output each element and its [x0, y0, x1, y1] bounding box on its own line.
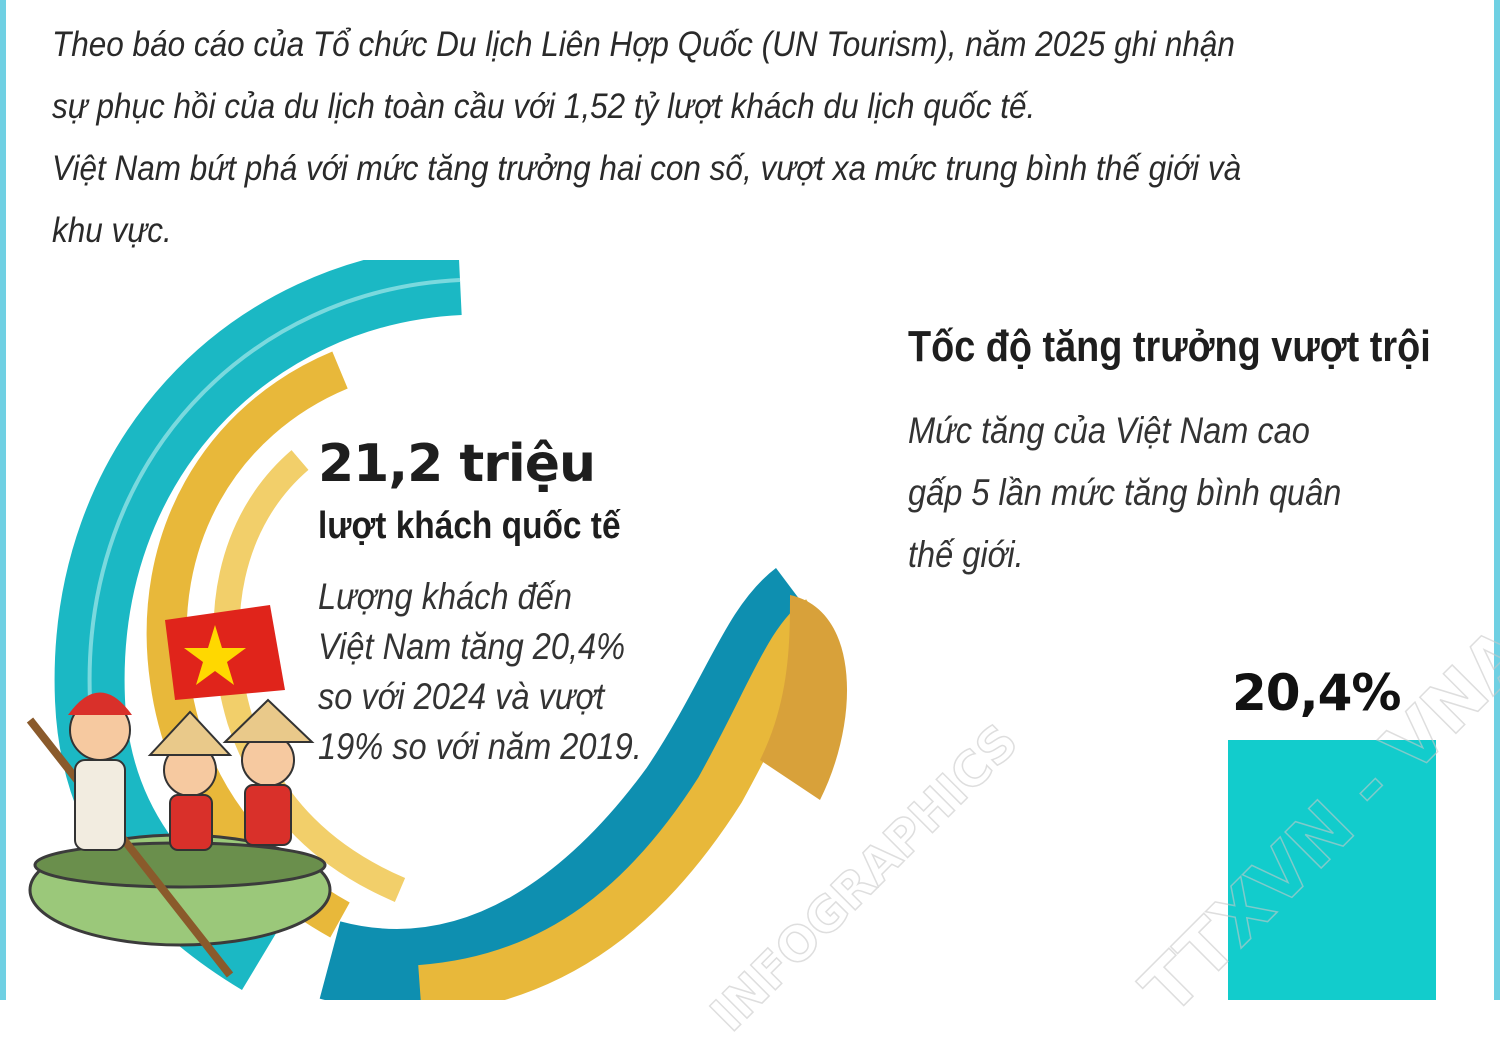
- left-border: [0, 0, 6, 1000]
- intro-line: khu vực.: [52, 211, 172, 250]
- star-icon: [184, 625, 246, 685]
- desc-line: Lượng khách đến: [318, 576, 572, 617]
- desc-line: Việt Nam tăng 20,4%: [318, 626, 626, 667]
- growth-title: Tốc độ tăng trưởng vượt trội: [908, 322, 1431, 371]
- intro-text: Theo báo cáo của Tổ chức Du lịch Liên Hợ…: [52, 14, 1303, 262]
- desc-line: Mức tăng của Việt Nam cao: [908, 410, 1310, 451]
- bar-data-label: 20,4%: [1232, 664, 1401, 722]
- bar-vietnam-growth: [1228, 740, 1436, 1000]
- desc-line: thế giới.: [908, 534, 1024, 575]
- visitor-count: 21,2 triệu: [318, 434, 596, 494]
- vietnam-flag: [165, 605, 285, 700]
- basket-boat-with-children: [26, 692, 332, 978]
- growth-description: Mức tăng của Việt Nam cao gấp 5 lần mức …: [908, 400, 1341, 586]
- desc-line: gấp 5 lần mức tăng bình quân: [908, 472, 1342, 513]
- tourism-illustration: [26, 260, 848, 1000]
- visitor-description: Lượng khách đến Việt Nam tăng 20,4% so v…: [318, 572, 642, 772]
- gold-ribbon: [760, 595, 848, 800]
- visitor-subtitle: lượt khách quốc tế: [318, 505, 621, 547]
- desc-line: so với 2024 và vượt: [318, 676, 605, 717]
- right-border: [1494, 0, 1500, 1000]
- intro-line: Theo báo cáo của Tổ chức Du lịch Liên Hợ…: [52, 25, 1235, 64]
- intro-line: Việt Nam bứt phá với mức tăng trưởng hai…: [52, 149, 1242, 188]
- desc-line: 19% so với năm 2019.: [318, 726, 642, 767]
- intro-line: sự phục hồi của du lịch toàn cầu với 1,5…: [52, 87, 1036, 126]
